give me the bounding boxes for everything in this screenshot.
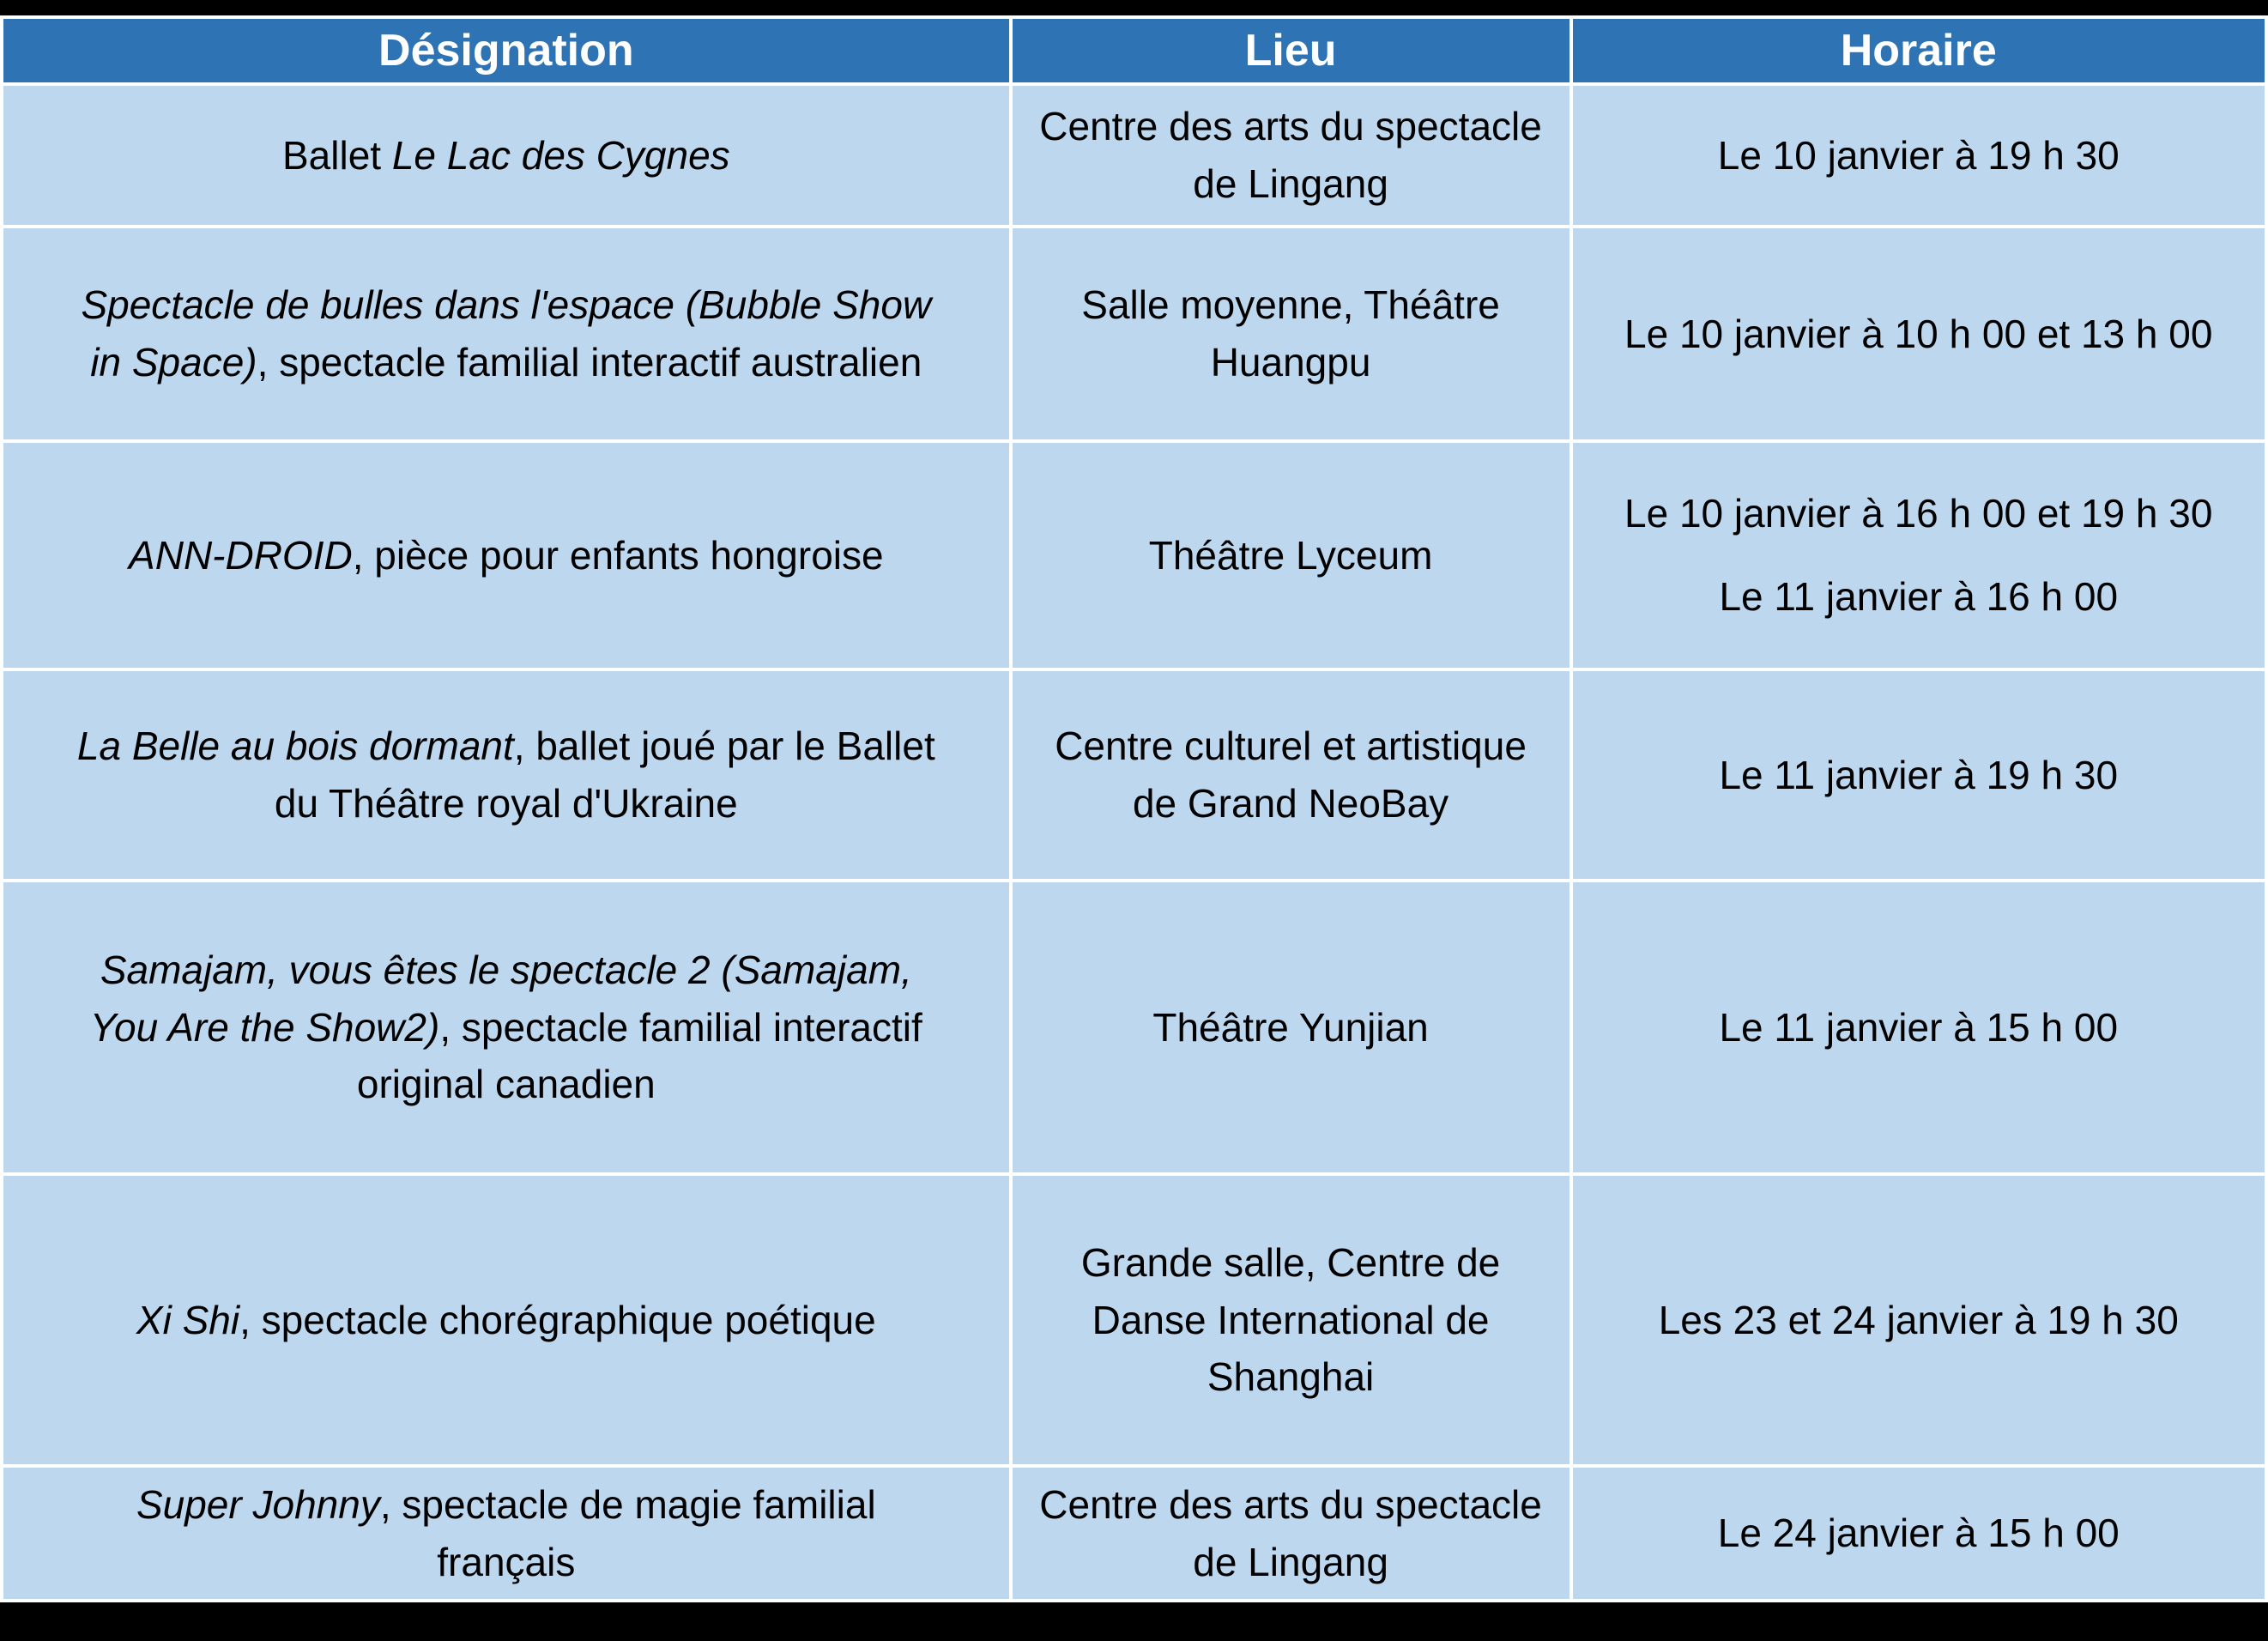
- cell-horaire: Le 11 janvier à 15 h 00: [1572, 882, 2265, 1172]
- designation-text: , spectacle familial interactif australi…: [257, 340, 922, 385]
- cell-horaire: Le 10 janvier à 16 h 00 et 19 h 30 Le 11 …: [1572, 443, 2265, 668]
- table-row: ANN-DROID, pièce pour enfants hongroise …: [3, 443, 2265, 668]
- cell-lieu: Centre des arts du spectacle de Lingang: [1012, 86, 1569, 225]
- horaire-line: Le 11 janvier à 16 h 00: [1719, 574, 2119, 619]
- designation-text: , pièce pour enfants hongroise: [352, 532, 884, 578]
- horaire-line: Les 23 et 24 janvier à 19 h 30: [1658, 1297, 2179, 1342]
- cell-horaire: Les 23 et 24 janvier à 19 h 30: [1572, 1176, 2265, 1464]
- col-header-lieu: Lieu: [1012, 19, 1569, 82]
- cell-designation: Super Johnny, spectacle de magie familia…: [3, 1468, 1009, 1600]
- designation-title: Samajam, vous êtes le spectacle 2 (Samaj…: [89, 947, 912, 1050]
- horaire-line: Le 24 janvier à 15 h 00: [1717, 1511, 2120, 1556]
- cell-horaire: Le 24 janvier à 15 h 00: [1572, 1468, 2265, 1600]
- cell-designation: Ballet Le Lac des Cygnes: [3, 86, 1009, 225]
- table-row: Spectacle de bulles dans l'espace (Bubbl…: [3, 228, 2265, 439]
- designation-title: Super Johnny: [136, 1482, 380, 1527]
- designation-title: Xi Shi: [136, 1297, 240, 1342]
- designation-title: Spectacle de bulles dans l'espace (Bubbl…: [81, 282, 932, 385]
- cell-lieu: Théâtre Yunjian: [1012, 882, 1569, 1172]
- cell-lieu: Grande salle, Centre de Danse Internatio…: [1012, 1176, 1569, 1464]
- designation-title: La Belle au bois dormant: [76, 724, 514, 769]
- horaire-line: Le 10 janvier à 10 h 00 et 13 h 00: [1624, 311, 2213, 356]
- table-row: Super Johnny, spectacle de magie familia…: [3, 1468, 2265, 1600]
- table-row: La Belle au bois dormant, ballet joué pa…: [3, 671, 2265, 879]
- header-row: Désignation Lieu Horaire: [3, 19, 2265, 82]
- cell-lieu: Théâtre Lyceum: [1012, 443, 1569, 668]
- schedule-table: Désignation Lieu Horaire Ballet Le Lac d…: [0, 15, 2268, 1603]
- designation-text: , spectacle de magie familial français: [379, 1482, 876, 1584]
- cell-horaire: Le 10 janvier à 10 h 00 et 13 h 00: [1572, 228, 2265, 439]
- horaire-line: Le 10 janvier à 19 h 30: [1717, 132, 2120, 178]
- cell-designation: Spectacle de bulles dans l'espace (Bubbl…: [3, 228, 1009, 439]
- designation-title: Le Lac des Cygnes: [391, 132, 730, 178]
- cell-horaire: Le 11 janvier à 19 h 30: [1572, 671, 2265, 879]
- designation-text: Ballet: [281, 132, 392, 178]
- designation-text: , ballet joué par le Ballet du Théâtre r…: [274, 724, 935, 826]
- table-row: Ballet Le Lac des Cygnes Centre des arts…: [3, 86, 2265, 225]
- cell-designation: Samajam, vous êtes le spectacle 2 (Samaj…: [3, 882, 1009, 1172]
- cell-designation: ANN-DROID, pièce pour enfants hongroise: [3, 443, 1009, 668]
- cell-lieu: Salle moyenne, Théâtre Huangpu: [1012, 228, 1569, 439]
- table-row: Samajam, vous êtes le spectacle 2 (Samaj…: [3, 882, 2265, 1172]
- horaire-line: Le 10 janvier à 16 h 00 et 19 h 30: [1624, 491, 2213, 536]
- designation-text: , spectacle chorégraphique poétique: [239, 1297, 876, 1342]
- cell-designation: Xi Shi, spectacle chorégraphique poétiqu…: [3, 1176, 1009, 1464]
- cell-horaire: Le 10 janvier à 19 h 30: [1572, 86, 2265, 225]
- col-header-horaire: Horaire: [1572, 19, 2265, 82]
- horaire-line: Le 11 janvier à 19 h 30: [1719, 752, 2119, 797]
- table-row: Xi Shi, spectacle chorégraphique poétiqu…: [3, 1176, 2265, 1464]
- cell-lieu: Centre culturel et artistique de Grand N…: [1012, 671, 1569, 879]
- schedule-table-container: Désignation Lieu Horaire Ballet Le Lac d…: [0, 15, 2268, 1603]
- designation-text: , spectacle familial interactif original…: [356, 1004, 922, 1107]
- cell-lieu: Centre des arts du spectacle de Lingang: [1012, 1468, 1569, 1600]
- horaire-line: Le 11 janvier à 15 h 00: [1719, 1004, 2119, 1050]
- col-header-designation: Désignation: [3, 19, 1009, 82]
- cell-designation: La Belle au bois dormant, ballet joué pa…: [3, 671, 1009, 879]
- designation-title: ANN-DROID: [129, 532, 353, 578]
